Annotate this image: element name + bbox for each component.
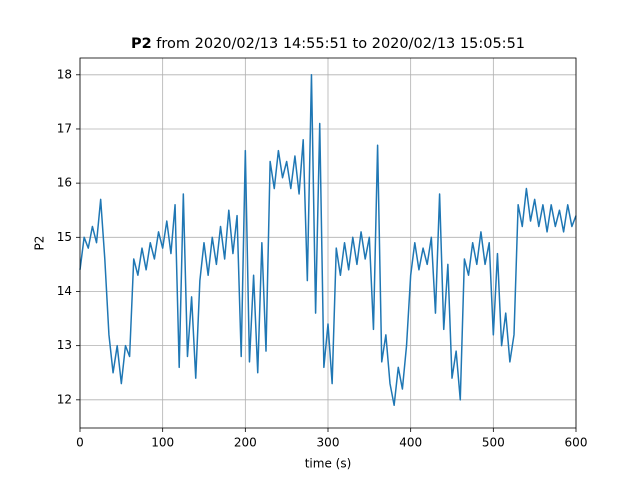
plot-frame [79, 57, 577, 429]
y-tick-label: 18 [57, 67, 72, 81]
x-tick-label: 400 [399, 436, 422, 450]
y-tick-label: 12 [57, 392, 72, 406]
y-tick-label: 16 [57, 176, 72, 190]
y-tick-label: 17 [57, 121, 72, 135]
y-axis-label: P2 [33, 236, 47, 251]
y-tick-label: 13 [57, 338, 72, 352]
x-tick-label: 500 [482, 436, 505, 450]
x-tick-label: 300 [317, 436, 340, 450]
data-line [79, 74, 577, 406]
y-tick-label: 15 [57, 230, 72, 244]
x-tick-label: 100 [151, 436, 174, 450]
x-axis-label: time (s) [305, 457, 352, 471]
chart-title: P2 from 2020/02/13 14:55:51 to 2020/02/1… [131, 36, 525, 52]
y-tick-label: 14 [57, 284, 72, 298]
x-tick-label: 0 [76, 436, 84, 450]
x-tick-label: 600 [565, 436, 588, 450]
x-tick-label: 200 [234, 436, 257, 450]
